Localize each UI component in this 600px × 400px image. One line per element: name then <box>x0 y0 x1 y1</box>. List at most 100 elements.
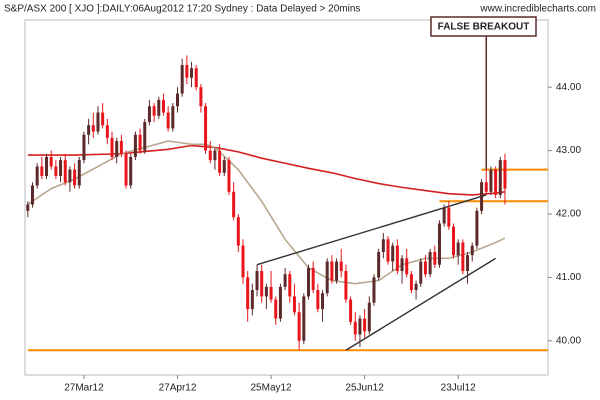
candle-body <box>101 112 105 126</box>
candle-body <box>180 65 184 94</box>
source: www.incrediblecharts.com <box>479 4 596 15</box>
candle-body <box>405 258 409 275</box>
candle-body <box>278 286 282 319</box>
candle-body <box>77 160 81 186</box>
candle-body <box>484 182 488 192</box>
x-tick-label: 23Jul12 <box>441 383 476 394</box>
candle-body <box>452 226 456 256</box>
candle-body <box>260 271 264 297</box>
candle-body <box>321 293 325 310</box>
candle-body <box>335 261 339 281</box>
candle-body <box>115 141 119 157</box>
candle-body <box>152 106 156 116</box>
candle-body <box>213 150 217 161</box>
y-tick-label: 43.00 <box>556 145 581 156</box>
candle-body <box>129 156 133 186</box>
x-tick-label: 25May12 <box>250 383 292 394</box>
candle-body <box>461 242 465 272</box>
candle-body <box>480 182 484 211</box>
candle-body <box>292 296 296 313</box>
candle-body <box>232 191 236 218</box>
candle-body <box>35 166 39 186</box>
y-tick-label: 40.00 <box>556 335 581 346</box>
candle-body <box>456 242 460 256</box>
candle-body <box>82 134 86 161</box>
candle-body <box>133 134 137 157</box>
candle-body <box>489 169 493 192</box>
candle-body <box>222 160 226 173</box>
candle-body <box>227 160 231 192</box>
candle-body <box>344 271 348 300</box>
candle-body <box>363 318 367 332</box>
candle-body <box>269 286 273 300</box>
candle-body <box>447 207 451 227</box>
candle-body <box>171 106 175 129</box>
candle-body <box>414 283 418 291</box>
candle-body <box>157 99 161 116</box>
candle-body <box>419 261 423 284</box>
candle-body <box>391 245 395 262</box>
candle-body <box>176 93 180 107</box>
x-tick-label: 27Mar12 <box>64 383 104 394</box>
candle-body <box>30 185 34 205</box>
candle-body <box>73 169 77 186</box>
trendline <box>256 194 487 266</box>
candle-body <box>442 207 446 224</box>
candle-body <box>218 150 222 173</box>
candle-body <box>105 125 109 138</box>
candle-body <box>395 245 399 272</box>
y-tick-label: 41.00 <box>556 272 581 283</box>
candle-body <box>349 299 353 322</box>
y-tick-label: 44.00 <box>556 82 581 93</box>
candle-body <box>246 277 250 310</box>
candle-body <box>475 210 479 246</box>
candle-body <box>372 277 376 303</box>
candle-body <box>143 122 147 151</box>
candle-body <box>138 134 142 151</box>
candle-body <box>503 160 507 189</box>
candle-body <box>437 223 441 265</box>
candle-body <box>409 274 413 291</box>
candle-body <box>208 150 212 161</box>
candle-body <box>161 99 165 113</box>
candle-body <box>358 318 362 335</box>
candle-body <box>274 299 278 319</box>
candle-body <box>339 261 343 272</box>
candle-body <box>306 267 310 297</box>
moving-average <box>27 144 506 196</box>
candle-body <box>250 290 254 310</box>
candle-body <box>26 204 30 211</box>
x-tick-label: 25Jun12 <box>345 383 384 394</box>
candle-body <box>54 166 58 176</box>
candle-body <box>353 321 357 335</box>
candle-body <box>199 87 203 107</box>
candle-body <box>40 166 44 176</box>
candle-body <box>381 239 385 253</box>
x-tick-label: 27Apr12 <box>159 383 197 394</box>
candle-body <box>386 239 390 262</box>
candle-body <box>241 245 245 278</box>
candle-body <box>288 274 292 297</box>
plot-frame <box>24 19 549 376</box>
candle-body <box>283 274 287 287</box>
candle-body <box>498 160 502 195</box>
candle-body <box>63 160 67 183</box>
candle-body <box>45 156 49 176</box>
candle-body <box>428 252 432 275</box>
candle-body <box>325 261 329 294</box>
candle-body <box>316 290 320 310</box>
trendline <box>345 257 496 351</box>
candle-body <box>91 125 95 132</box>
candle-body <box>59 160 63 176</box>
candle-body <box>49 156 53 167</box>
candle-body <box>400 258 404 272</box>
moving-average <box>27 140 506 285</box>
candle-body <box>119 141 123 154</box>
candle-body <box>110 137 114 157</box>
candle-body <box>494 169 498 195</box>
candle-body <box>190 68 194 78</box>
candle-body <box>470 245 474 256</box>
candle-body <box>185 65 189 78</box>
candle-body <box>377 252 381 278</box>
candle-body <box>466 255 470 272</box>
